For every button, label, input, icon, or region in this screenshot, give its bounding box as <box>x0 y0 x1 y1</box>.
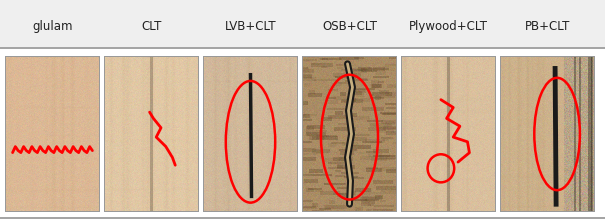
Text: OSB+CLT: OSB+CLT <box>322 20 377 33</box>
Text: CLT: CLT <box>142 20 162 33</box>
Text: PB+CLT: PB+CLT <box>525 20 570 33</box>
Text: Plywood+CLT: Plywood+CLT <box>409 20 488 33</box>
Text: LVB+CLT: LVB+CLT <box>224 20 276 33</box>
Text: glulam: glulam <box>32 20 73 33</box>
